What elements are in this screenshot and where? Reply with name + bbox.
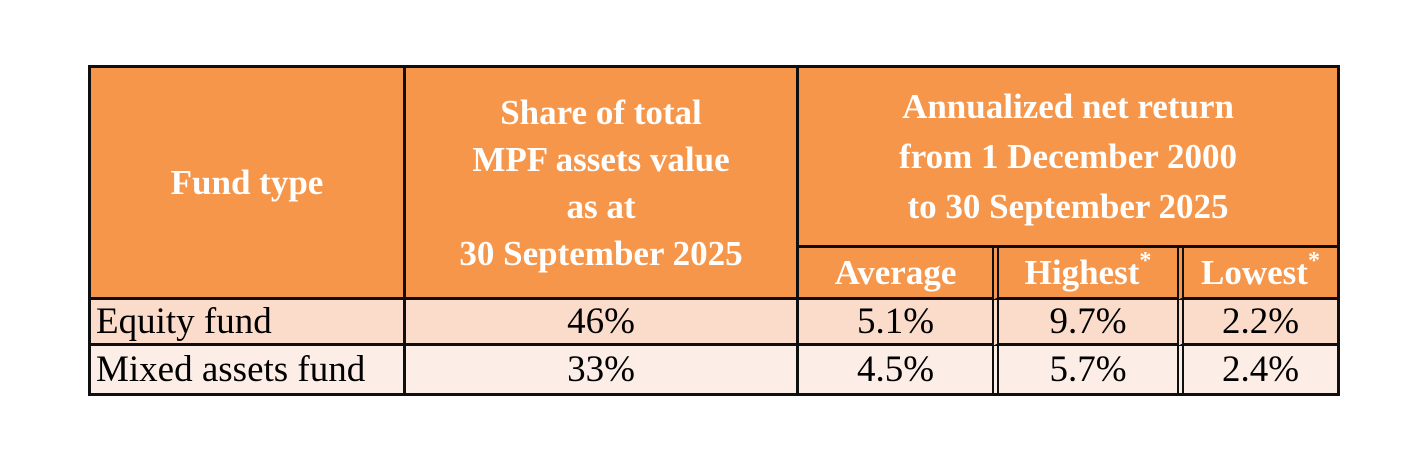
row-equity-highest: 9.7% xyxy=(992,300,1177,346)
mpf-fund-returns-table: Fund type Share of total MPF assets valu… xyxy=(88,65,1340,396)
header-annualized-net-return: Annualized net return from 1 December 20… xyxy=(799,68,1337,248)
header-average-label: Average xyxy=(834,252,957,292)
header-highest-label: Highest xyxy=(1024,252,1140,292)
row-equity-share: 46% xyxy=(406,300,799,346)
row-mixed-fund-type: Mixed assets fund xyxy=(91,346,406,393)
header-average-text: Average xyxy=(835,253,957,293)
row-equity-fund-type: Equity fund xyxy=(91,300,406,346)
header-highest: Highest* xyxy=(992,248,1177,300)
header-lowest-label: Lowest xyxy=(1201,252,1308,292)
row-mixed-lowest: 2.4% xyxy=(1177,346,1337,393)
lowest-footnote-asterisk: * xyxy=(1307,248,1320,274)
row-equity-lowest: 2.2% xyxy=(1177,300,1337,346)
header-fund-type: Fund type xyxy=(91,68,406,300)
header-lowest-text: Lowest* xyxy=(1201,249,1320,293)
row-equity-average: 5.1% xyxy=(799,300,992,346)
highest-footnote-asterisk: * xyxy=(1139,248,1152,274)
header-highest-text: Highest* xyxy=(1024,249,1152,293)
row-mixed-share: 33% xyxy=(406,346,799,393)
row-mixed-average: 4.5% xyxy=(799,346,992,393)
header-average: Average xyxy=(799,248,992,300)
header-lowest: Lowest* xyxy=(1177,248,1337,300)
row-mixed-highest: 5.7% xyxy=(992,346,1177,393)
header-share-of-assets: Share of total MPF assets value as at 30… xyxy=(406,68,799,300)
